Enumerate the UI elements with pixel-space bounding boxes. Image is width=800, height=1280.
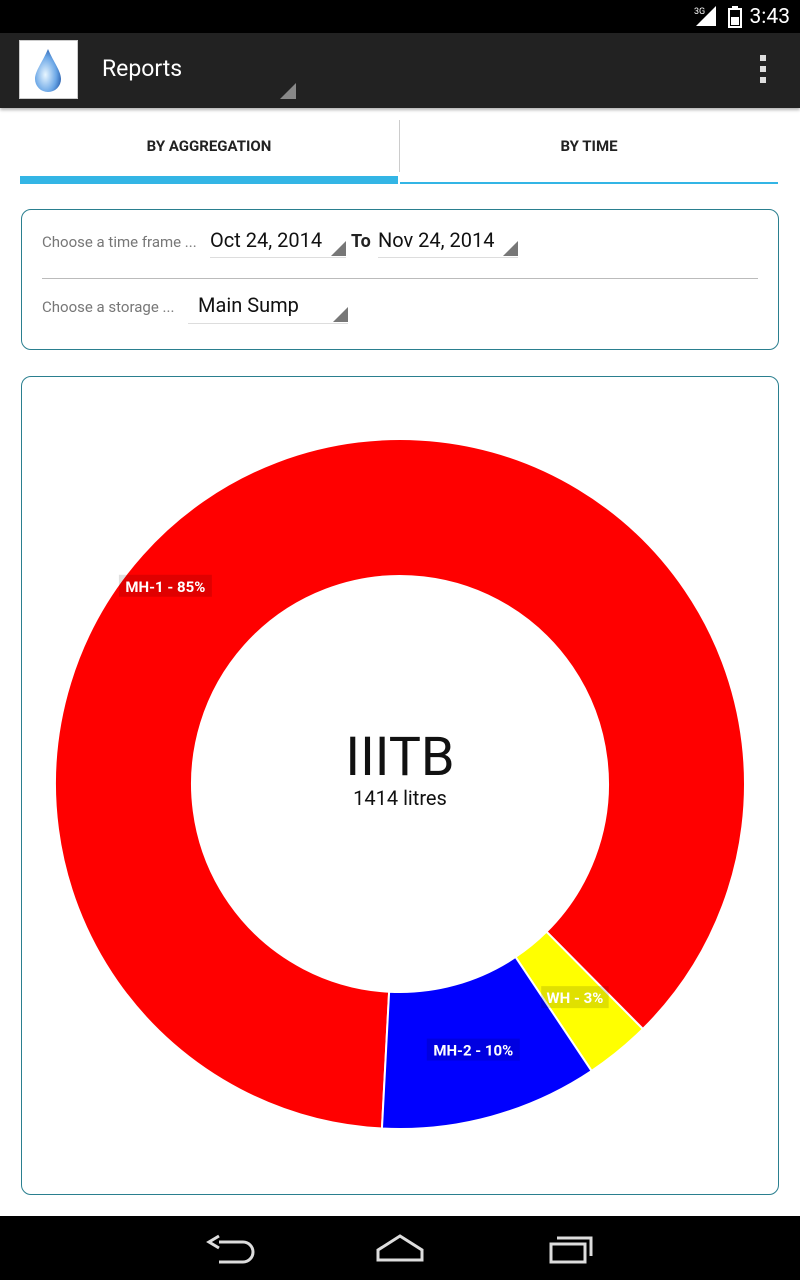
chart-slice-label: MH-2 - 10% — [433, 1042, 513, 1060]
chart-center-title: IIITB — [345, 726, 454, 789]
signal-icon: 3G — [694, 6, 716, 26]
recent-apps-icon[interactable] — [547, 1232, 597, 1266]
dropdown-arrow-icon — [331, 241, 346, 256]
chart-label-bg — [426, 1038, 520, 1061]
tab-divider — [399, 120, 400, 172]
chart-label-bg — [118, 574, 212, 597]
clock: 3:43 — [749, 5, 791, 29]
to-label: To — [351, 231, 371, 252]
divider — [42, 278, 758, 279]
back-icon[interactable] — [205, 1232, 255, 1266]
screen-title[interactable]: Reports — [102, 55, 183, 82]
to-date-spinner[interactable]: Nov 24, 2014 — [378, 228, 518, 258]
navigation-bar — [0, 1216, 800, 1280]
title-dropdown-icon[interactable] — [280, 83, 296, 99]
storage-spinner[interactable]: Main Sump — [188, 293, 348, 324]
chart-label-bg — [541, 986, 609, 1009]
chart-slice-label: WH - 3% — [547, 989, 604, 1007]
overflow-menu-icon[interactable] — [760, 55, 768, 88]
storage-value: Main Sump — [198, 293, 299, 317]
chart-slice — [54, 438, 746, 1130]
tab-by-aggregation[interactable]: BY AGGREGATION — [20, 118, 398, 184]
dropdown-arrow-icon — [333, 307, 348, 322]
to-date-value: Nov 24, 2014 — [378, 228, 495, 252]
from-date-spinner[interactable]: Oct 24, 2014 — [210, 228, 346, 258]
dropdown-arrow-icon — [503, 241, 518, 256]
svg-text:3G: 3G — [694, 7, 705, 17]
donut-chart: MH-1 - 85% WH - 3% MH-2 - 10% IIITB 1414 l… — [54, 438, 746, 1130]
time-frame-label: Choose a time frame ... — [42, 233, 197, 251]
tab-bar: BY AGGREGATION BY TIME — [20, 118, 780, 184]
home-icon[interactable] — [374, 1232, 426, 1266]
action-bar: Reports — [0, 33, 800, 108]
chart-card: MH-1 - 85% WH - 3% MH-2 - 10% IIITB 1414 l… — [21, 376, 779, 1195]
chart-slice — [380, 955, 593, 1130]
battery-icon — [728, 6, 742, 28]
storage-label: Choose a storage ... — [42, 298, 175, 316]
tab-by-time[interactable]: BY TIME — [400, 118, 778, 184]
chart-center-subtitle: 1414 litres — [353, 786, 447, 810]
chart-slice-label: MH-1 - 85% — [125, 578, 205, 596]
app-logo-water-drop-icon[interactable] — [19, 40, 78, 99]
status-bar: 3G 3:43 — [0, 0, 800, 33]
filter-card: Choose a time frame ... Oct 24, 2014 To … — [21, 209, 779, 350]
from-date-value: Oct 24, 2014 — [210, 228, 323, 252]
